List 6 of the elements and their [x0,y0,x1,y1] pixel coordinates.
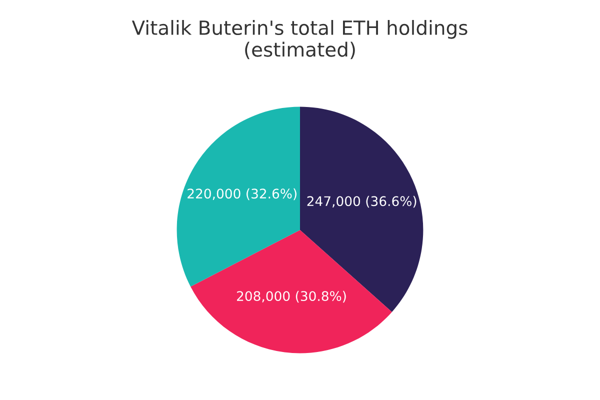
pie-slice [176,106,300,287]
data-label: 220,000 (32.6%) [188,188,296,200]
pie-slice [190,230,392,354]
data-label: 247,000 (36.6%) [307,196,416,208]
data-label: 208,000 (30.8%) [236,290,346,303]
chart-title: Vitalik Buterin's total ETH holdings (estimated) [132,20,468,60]
